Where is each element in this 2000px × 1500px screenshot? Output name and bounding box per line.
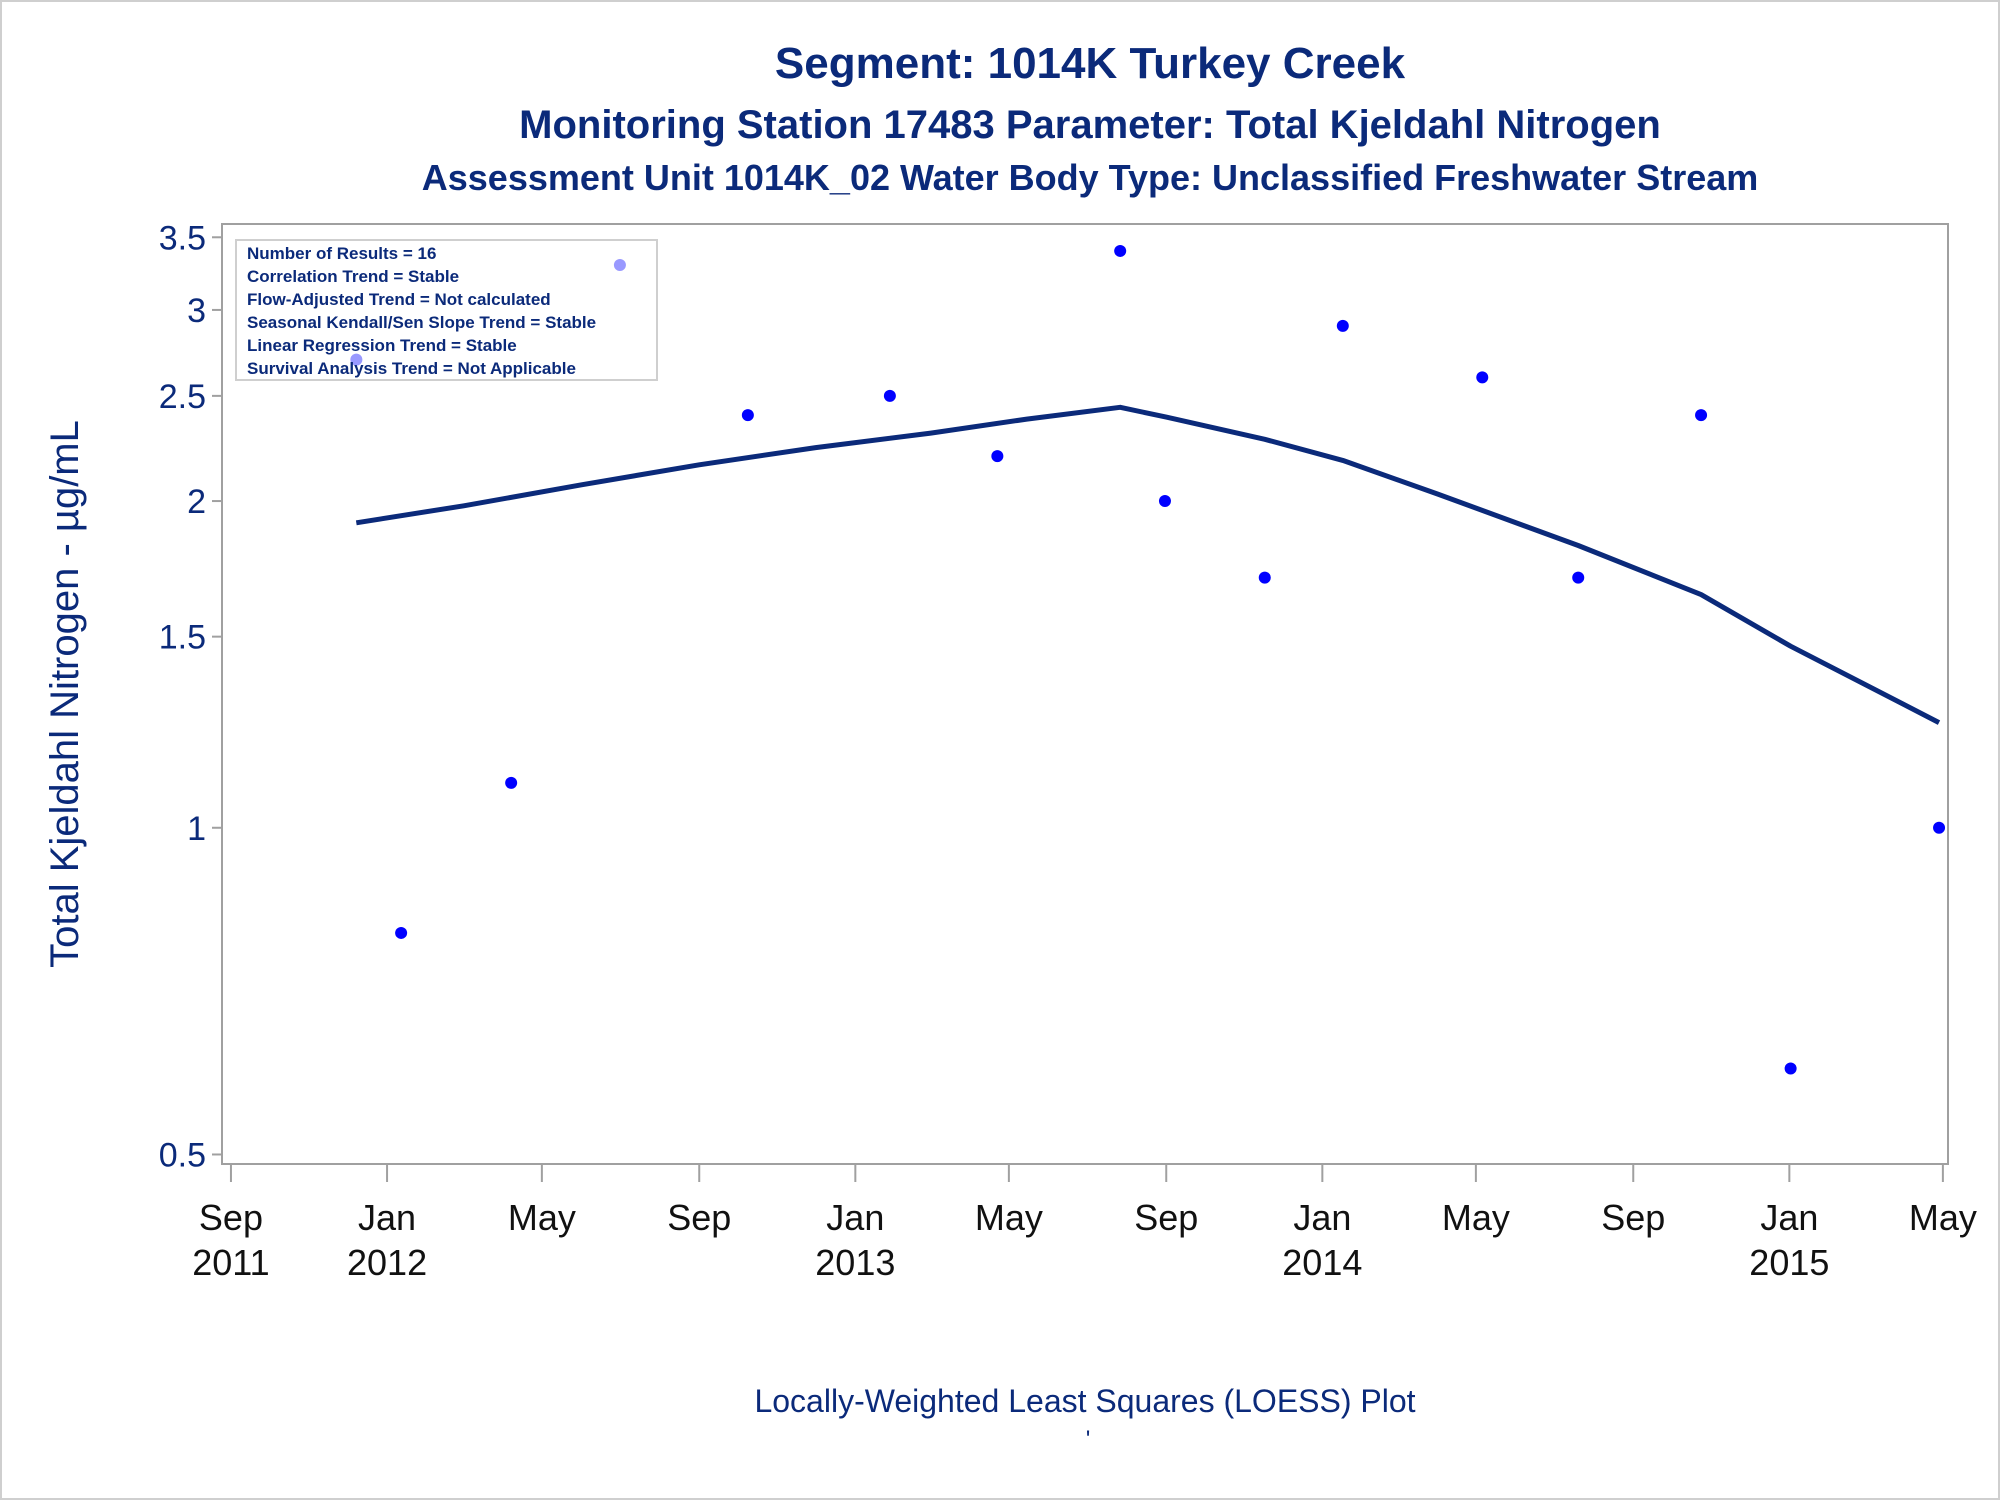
data-point-8 <box>1158 495 1171 508</box>
stats-line-5: Linear Regression Trend = Stable <box>247 336 517 355</box>
x-tick-label-8: May <box>1442 1197 1510 1238</box>
x-tick-label-1: Jan <box>358 1197 416 1238</box>
data-point-15 <box>1933 821 1946 834</box>
chart-subtitle-1: Monitoring Station 17483 Parameter: Tota… <box>519 103 1661 147</box>
x-tick-year-4: 2013 <box>815 1242 895 1283</box>
x-tick-label-3: Sep <box>667 1197 731 1238</box>
stats-line-3: Flow-Adjusted Trend = Not calculated <box>247 290 551 309</box>
y-tick-label-1: 1 <box>187 810 206 848</box>
x-tick-label-0: Sep <box>199 1197 263 1238</box>
x-tick-year-0: 2011 <box>192 1242 269 1283</box>
data-point-6 <box>991 450 1004 463</box>
data-point-12 <box>1572 571 1585 584</box>
data-point-10 <box>1336 319 1349 332</box>
chart-footnote-mark: ' <box>1086 1426 1091 1453</box>
y-tick-label-3: 2 <box>187 483 206 521</box>
x-tick-label-10: Jan <box>1760 1197 1818 1238</box>
chart-title: Segment: 1014K Turkey Creek <box>775 39 1406 88</box>
y-tick-label-5: 3 <box>187 292 206 330</box>
stats-box: Number of Results = 16 Correlation Trend… <box>235 239 658 381</box>
y-axis-label: Total Kjeldahl Nitrogen - µg/mL <box>43 420 87 968</box>
data-point-13 <box>1695 409 1708 422</box>
y-tick-label-4: 2.5 <box>159 378 206 416</box>
y-tick-label-6: 3.5 <box>159 219 206 257</box>
data-point-7 <box>1114 244 1127 257</box>
loess-line <box>355 404 1941 725</box>
x-tick-year-7: 2014 <box>1282 1242 1362 1283</box>
stats-box-frame <box>235 239 658 381</box>
data-point-14 <box>1784 1062 1797 1075</box>
x-tick-label-11: May <box>1909 1197 1977 1238</box>
loess-layer <box>355 404 1941 725</box>
x-tick-label-4: Jan <box>826 1197 884 1238</box>
y-axis: 0.5 1 1.5 2 2.5 3 3.5 <box>159 219 222 1174</box>
chart-subtitle-2: Assessment Unit 1014K_02 Water Body Type… <box>422 157 1759 198</box>
data-point-9 <box>1258 571 1271 584</box>
stats-line-2: Correlation Trend = Stable <box>247 267 459 286</box>
y-tick-label-2: 1.5 <box>159 619 206 657</box>
x-tick-year-1: 2012 <box>347 1242 427 1283</box>
y-tick-label-0: 0.5 <box>159 1136 206 1174</box>
stats-line-6: Survival Analysis Trend = Not Applicable <box>247 359 576 378</box>
x-tick-label-7: Jan <box>1293 1197 1351 1238</box>
data-point-4 <box>741 409 754 422</box>
x-tick-label-6: Sep <box>1134 1197 1198 1238</box>
data-point-5 <box>883 389 896 402</box>
x-tick-label-2: May <box>508 1197 576 1238</box>
stats-line-1: Number of Results = 16 <box>247 244 436 263</box>
x-tick-label-5: May <box>975 1197 1043 1238</box>
x-tick-label-9: Sep <box>1601 1197 1665 1238</box>
data-point-11 <box>1476 371 1489 384</box>
x-tick-year-10: 2015 <box>1749 1242 1829 1283</box>
chart-footnote: Locally-Weighted Least Squares (LOESS) P… <box>754 1383 1415 1419</box>
stats-line-4: Seasonal Kendall/Sen Slope Trend = Stabl… <box>247 313 596 332</box>
data-point-1 <box>395 926 408 939</box>
data-point-2 <box>505 776 518 789</box>
